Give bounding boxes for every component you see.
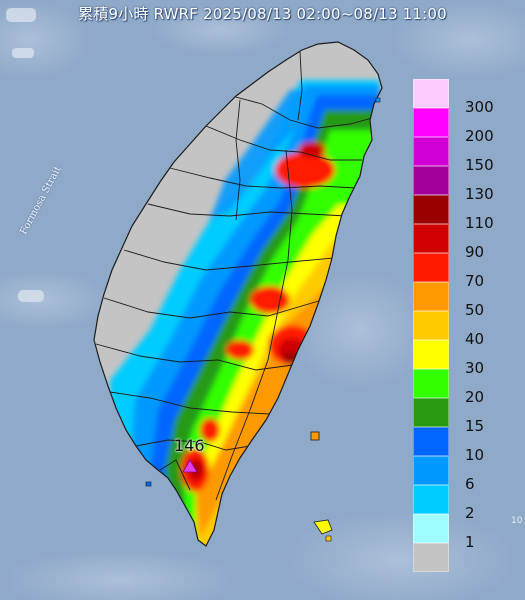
legend-swatch (413, 166, 449, 195)
offshore-islets-west (6, 8, 44, 302)
peak-value-label: 146 (174, 436, 205, 455)
peak-marker-icon (182, 459, 198, 473)
legend-swatch (413, 195, 449, 224)
legend-label: 1 (465, 533, 475, 551)
legend-label: 6 (465, 475, 475, 493)
legend-label: 70 (465, 272, 485, 290)
map-title: 累積9小時 RWRF 2025/08/13 02:00~08/13 11:00 (78, 5, 447, 23)
legend-label: 10 (465, 446, 485, 464)
legend-swatch (413, 79, 449, 108)
legend-swatch (413, 514, 449, 543)
orchid-island (313, 519, 333, 542)
coastline (93, 41, 383, 547)
legend-swatch (413, 456, 449, 485)
legend-label: 15 (465, 417, 485, 435)
legend-swatch (413, 253, 449, 282)
legend-label: 130 (465, 185, 494, 203)
legend-label: 20 (465, 388, 485, 406)
liuqiu-island (145, 481, 152, 487)
keelung-islet (375, 97, 381, 103)
legend-label: 110 (465, 214, 494, 232)
legend-swatch (413, 282, 449, 311)
legend-swatch (413, 485, 449, 514)
legend-swatch (413, 340, 449, 369)
edge-fragment-label: 10 (511, 516, 523, 526)
green-island (310, 431, 320, 441)
legend-swatch (413, 543, 449, 572)
legend-swatch (413, 427, 449, 456)
legend-swatch (413, 369, 449, 398)
legend-swatch (413, 137, 449, 166)
legend-swatch (413, 311, 449, 340)
legend-label: 40 (465, 330, 485, 348)
legend-label: 2 (465, 504, 475, 522)
legend-label: 30 (465, 359, 485, 377)
legend-swatch (413, 108, 449, 137)
legend-label: 90 (465, 243, 485, 261)
county-boundaries (95, 51, 373, 501)
legend-swatch (413, 224, 449, 253)
legend-label: 50 (465, 301, 485, 319)
legend-label: 150 (465, 156, 494, 174)
legend-label: 300 (465, 98, 494, 116)
color-legend: 300 200 150 130 110 90 70 50 40 30 20 15 10 6 2 1 (413, 79, 519, 572)
legend-label: 200 (465, 127, 494, 145)
legend-swatch (413, 398, 449, 427)
